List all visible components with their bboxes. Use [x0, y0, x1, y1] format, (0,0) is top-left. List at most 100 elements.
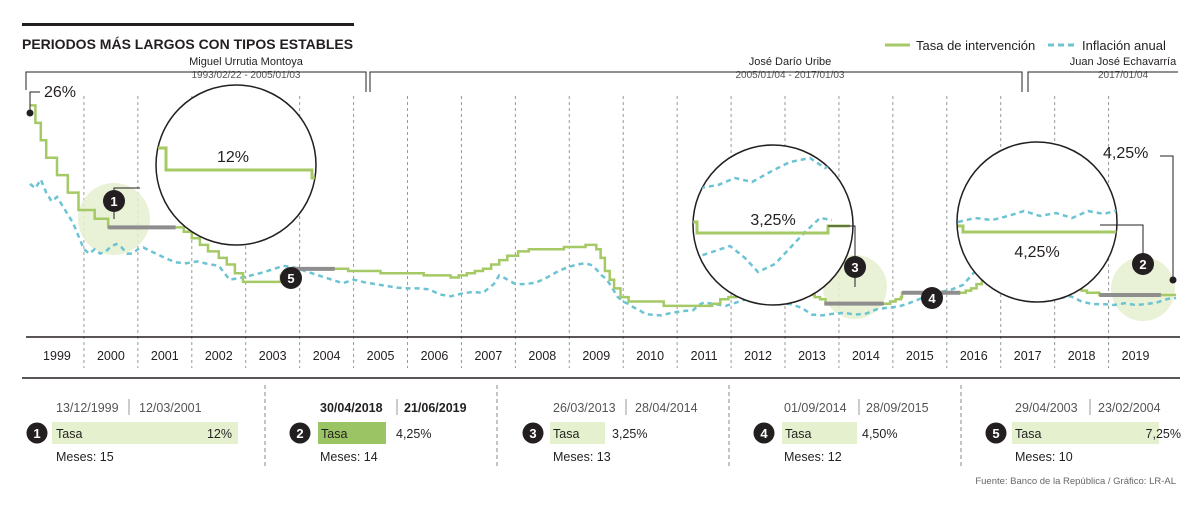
- year-label-2018: 2018: [1068, 349, 1096, 363]
- svg-text:5: 5: [287, 271, 294, 286]
- chart-badge-4: 4: [921, 287, 943, 309]
- governor-bracket-3: [1027, 71, 1178, 92]
- year-label-2008: 2008: [528, 349, 556, 363]
- zoom-inflation-line-2: [693, 216, 833, 274]
- governor-bracket-1: [25, 71, 367, 92]
- period-card-2: 30/04/2018 21/06/2019 2 Tasa 4,25% Meses…: [289, 399, 467, 464]
- year-label-2006: 2006: [421, 349, 449, 363]
- card-2-months: Meses: 14: [320, 450, 378, 464]
- chart-badge-3: 3: [844, 256, 866, 278]
- card-5-end: 23/02/2004: [1098, 401, 1161, 415]
- start-label: 26%: [44, 84, 76, 101]
- card-2-start: 30/04/2018: [320, 401, 383, 415]
- card-3-end: 28/04/2014: [635, 401, 698, 415]
- year-label-2000: 2000: [97, 349, 125, 363]
- card-4-end: 28/09/2015: [866, 401, 929, 415]
- legend-label-rate: Tasa de intervención: [916, 38, 1035, 53]
- card-2-rate-label: Tasa: [321, 427, 347, 441]
- year-label-2005: 2005: [367, 349, 395, 363]
- year-label-2011: 2011: [691, 349, 718, 363]
- card-5-rate: 7,25%: [1146, 427, 1181, 441]
- card-5-start: 29/04/2003: [1015, 401, 1078, 415]
- governor-bracket-2: [369, 71, 1023, 92]
- governor-dates-1: 1993/02/22 - 2005/01/03: [192, 70, 301, 81]
- card-3-rate-label: Tasa: [553, 427, 579, 441]
- card-4-months: Meses: 12: [784, 450, 842, 464]
- svg-text:1: 1: [110, 194, 117, 209]
- chart-badge-1: 1: [103, 190, 125, 212]
- svg-text:2: 2: [1139, 257, 1146, 272]
- end-dot: [1169, 276, 1177, 284]
- year-label-2009: 2009: [582, 349, 610, 363]
- year-label-2013: 2013: [798, 349, 826, 363]
- title-rule: [22, 23, 354, 26]
- year-label-2017: 2017: [1014, 349, 1042, 363]
- end-label: 4,25%: [1103, 145, 1148, 162]
- x-axis-year-labels: 1999 2000 2001 2002 2003 2004 2005 2006 2007 2008…: [43, 349, 1149, 363]
- zoom-inflation-line-3: [957, 208, 1117, 224]
- year-label-2002: 2002: [205, 349, 233, 363]
- card-5-rate-label: Tasa: [1015, 427, 1041, 441]
- card-1-months: Meses: 15: [56, 450, 114, 464]
- card-2-end: 21/06/2019: [404, 401, 467, 415]
- year-label-2019: 2019: [1122, 349, 1150, 363]
- zoom-label-1: 12%: [217, 149, 249, 166]
- period-card-5: 29/04/2003 23/02/2004 5 Tasa 7,25% Meses…: [985, 399, 1181, 464]
- governor-name-3: Juan José Echavarría: [1070, 56, 1177, 68]
- card-1-rate-label: Tasa: [56, 427, 82, 441]
- governor-name-1: Miguel Urrutia Montoya: [189, 56, 304, 68]
- chart-badge-5: 5: [280, 267, 302, 289]
- year-label-2010: 2010: [636, 349, 664, 363]
- chart-badge-2: 2: [1132, 253, 1154, 275]
- zoom-rate-line-3: [958, 224, 1117, 234]
- governor-dates-3: 2017/01/04: [1098, 70, 1148, 81]
- card-3-months: Meses: 13: [553, 450, 611, 464]
- card-5-months: Meses: 10: [1015, 450, 1073, 464]
- period-card-3: 26/03/2013 28/04/2014 3 Tasa 3,25% Meses…: [522, 399, 698, 464]
- zoom-label-3: 4,25%: [1014, 244, 1059, 261]
- year-label-2001: 2001: [151, 349, 179, 363]
- legend-label-inflation: Inflación anual: [1082, 38, 1166, 53]
- card-4-rate-label: Tasa: [785, 427, 811, 441]
- year-label-2014: 2014: [852, 349, 880, 363]
- card-5-number: 5: [992, 426, 999, 441]
- card-4-start: 01/09/2014: [784, 401, 847, 415]
- start-dot: [26, 109, 34, 117]
- year-label-2004: 2004: [313, 349, 341, 363]
- card-3-number: 3: [529, 426, 536, 441]
- year-label-2007: 2007: [474, 349, 502, 363]
- svg-text:4: 4: [928, 291, 936, 306]
- leader-line-end: [1160, 155, 1174, 280]
- year-label-2016: 2016: [960, 349, 988, 363]
- chart-title: PERIODOS MÁS LARGOS CON TIPOS ESTABLES: [22, 36, 353, 52]
- svg-text:3: 3: [851, 260, 858, 275]
- year-label-2003: 2003: [259, 349, 287, 363]
- card-4-number: 4: [760, 426, 768, 441]
- highlight-period-2: [1111, 257, 1175, 321]
- card-2-rate: 4,25%: [396, 427, 431, 441]
- card-1-rate: 12%: [207, 427, 232, 441]
- leader-line-start: [29, 91, 40, 113]
- zoom-circle-2: 3,25%: [692, 144, 854, 306]
- zoom-label-2: 3,25%: [750, 212, 795, 229]
- card-3-start: 26/03/2013: [553, 401, 616, 415]
- year-label-1999: 1999: [43, 349, 71, 363]
- year-label-2012: 2012: [744, 349, 772, 363]
- zoom-circle-3: 4,25%: [956, 141, 1118, 303]
- zoom-circle-1: 12%: [155, 84, 317, 246]
- card-1-start: 13/12/1999: [56, 401, 119, 415]
- card-2-number: 2: [296, 426, 303, 441]
- governor-dates-2: 2005/01/04 - 2017/01/03: [736, 70, 845, 81]
- period-card-4: 01/09/2014 28/09/2015 4 Tasa 4,50% Meses…: [753, 399, 929, 464]
- card-3-rate: 3,25%: [612, 427, 647, 441]
- year-label-2015: 2015: [906, 349, 934, 363]
- zoom-inflation-line-2a: [699, 156, 853, 190]
- period-card-1: 13/12/1999 12/03/2001 1 Tasa 12% Meses: …: [26, 399, 238, 464]
- card-1-number: 1: [33, 426, 40, 441]
- governor-name-2: José Darío Uribe: [749, 56, 832, 68]
- card-4-rate: 4,50%: [862, 427, 897, 441]
- zoom-rate-line-1: [158, 146, 316, 180]
- card-1-end: 12/03/2001: [139, 401, 202, 415]
- source-note: Fuente: Banco de la República / Gráfico:…: [975, 476, 1176, 487]
